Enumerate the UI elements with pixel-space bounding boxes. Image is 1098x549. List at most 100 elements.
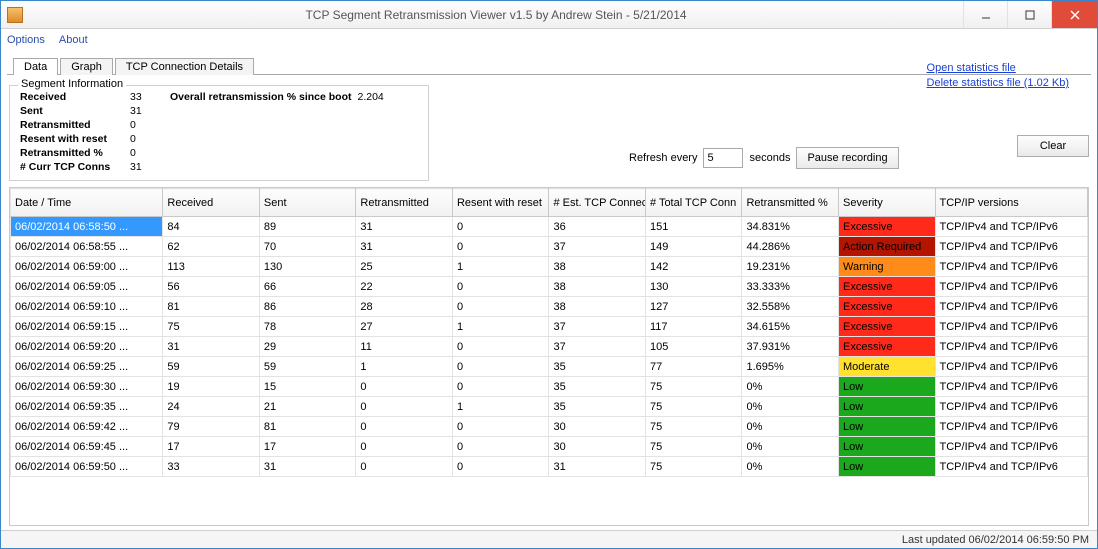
table-cell: 75 (645, 457, 742, 477)
table-cell: 0% (742, 457, 839, 477)
table-row[interactable]: 06/02/2014 06:59:45 ...17170030750%LowTC… (11, 437, 1088, 457)
table-row[interactable]: 06/02/2014 06:59:42 ...79810030750%LowTC… (11, 417, 1088, 437)
table-cell: 75 (163, 317, 260, 337)
table-cell: 0 (452, 237, 549, 257)
table-cell: 06/02/2014 06:59:50 ... (11, 457, 163, 477)
table-row[interactable]: 06/02/2014 06:59:20 ...31291103710537.93… (11, 337, 1088, 357)
curr-value: 31 (130, 160, 170, 174)
table-row[interactable]: 06/02/2014 06:59:10 ...81862803812732.55… (11, 297, 1088, 317)
table-cell: 0 (356, 437, 453, 457)
pause-recording-button[interactable]: Pause recording (796, 147, 898, 169)
table-cell: TCP/IPv4 and TCP/IPv6 (935, 317, 1087, 337)
tab-details[interactable]: TCP Connection Details (115, 58, 254, 75)
col-severity[interactable]: Severity (839, 189, 936, 217)
table-row[interactable]: 06/02/2014 06:59:35 ...24210135750%LowTC… (11, 397, 1088, 417)
titlebar: TCP Segment Retransmission Viewer v1.5 b… (1, 1, 1097, 29)
table-cell: 75 (645, 397, 742, 417)
table-cell: 33 (163, 457, 260, 477)
table-cell: 0% (742, 377, 839, 397)
menubar: Options About (1, 29, 1097, 51)
table-cell: 19 (163, 377, 260, 397)
table-cell: 19.231% (742, 257, 839, 277)
table-cell: 31 (163, 337, 260, 357)
clear-button[interactable]: Clear (1017, 135, 1089, 157)
table-cell: 1 (356, 357, 453, 377)
table-cell: Excessive (839, 277, 936, 297)
table-cell: 06/02/2014 06:59:45 ... (11, 437, 163, 457)
table-cell: 34.831% (742, 217, 839, 237)
table-cell: 0 (356, 397, 453, 417)
table-cell: 0% (742, 417, 839, 437)
sent-label: Sent (20, 104, 130, 118)
table-cell: Low (839, 397, 936, 417)
table-cell: 86 (259, 297, 356, 317)
table-cell: 0 (452, 217, 549, 237)
col-total[interactable]: # Total TCP Conn (645, 189, 742, 217)
table-cell: 35 (549, 397, 646, 417)
col-sent[interactable]: Sent (259, 189, 356, 217)
table-cell: 0 (452, 297, 549, 317)
table-cell: 89 (259, 217, 356, 237)
tab-graph[interactable]: Graph (60, 58, 113, 75)
col-versions[interactable]: TCP/IP versions (935, 189, 1087, 217)
table-cell: 0 (452, 417, 549, 437)
table-cell: 59 (163, 357, 260, 377)
table-cell: 44.286% (742, 237, 839, 257)
table-row[interactable]: 06/02/2014 06:59:15 ...75782713711734.61… (11, 317, 1088, 337)
col-received[interactable]: Received (163, 189, 260, 217)
refresh-input[interactable] (703, 148, 743, 168)
table-cell: 0% (742, 397, 839, 417)
table-row[interactable]: 06/02/2014 06:58:50 ...84893103615134.83… (11, 217, 1088, 237)
table-row[interactable]: 06/02/2014 06:59:50 ...33310031750%LowTC… (11, 457, 1088, 477)
table-cell: 36 (549, 217, 646, 237)
col-retransmitted[interactable]: Retransmitted (356, 189, 453, 217)
tab-data[interactable]: Data (13, 58, 58, 75)
table-cell: 27 (356, 317, 453, 337)
retransmitted-label: Retransmitted (20, 118, 130, 132)
col-pct[interactable]: Retransmitted % (742, 189, 839, 217)
table-cell: 75 (645, 417, 742, 437)
maximize-button[interactable] (1007, 1, 1051, 28)
table-cell: 35 (549, 357, 646, 377)
table-cell: Excessive (839, 297, 936, 317)
table-cell: Excessive (839, 317, 936, 337)
table-cell: Low (839, 437, 936, 457)
table-cell: 56 (163, 277, 260, 297)
table-row[interactable]: 06/02/2014 06:58:55 ...62703103714944.28… (11, 237, 1088, 257)
col-datetime[interactable]: Date / Time (11, 189, 163, 217)
close-button[interactable] (1051, 1, 1097, 28)
table-row[interactable]: 06/02/2014 06:59:30 ...19150035750%LowTC… (11, 377, 1088, 397)
col-resent[interactable]: Resent with reset (452, 189, 549, 217)
table-row[interactable]: 06/02/2014 06:59:25 ...59591035771.695%M… (11, 357, 1088, 377)
table-cell: Excessive (839, 217, 936, 237)
table-cell: 0 (452, 357, 549, 377)
table-cell: 62 (163, 237, 260, 257)
table-cell: 06/02/2014 06:58:55 ... (11, 237, 163, 257)
table-row[interactable]: 06/02/2014 06:59:00 ...1131302513814219.… (11, 257, 1088, 277)
links: Open statistics file Delete statistics f… (927, 75, 1079, 91)
table-cell: 28 (356, 297, 453, 317)
table-cell: 75 (645, 437, 742, 457)
table-cell: 38 (549, 257, 646, 277)
menu-about[interactable]: About (59, 34, 88, 46)
delete-stats-link[interactable]: Delete statistics file (1.02 Kb) (927, 76, 1069, 91)
overall-value: 2.204 (357, 90, 383, 104)
table-row[interactable]: 06/02/2014 06:59:05 ...56662203813033.33… (11, 277, 1088, 297)
table-cell: 1 (452, 397, 549, 417)
menu-options[interactable]: Options (7, 34, 45, 46)
table-cell: 06/02/2014 06:59:20 ... (11, 337, 163, 357)
overall-label: Overall retransmission % since boot (170, 90, 351, 104)
table-cell: 31 (549, 457, 646, 477)
table-cell: 0 (452, 457, 549, 477)
table-cell: Excessive (839, 337, 936, 357)
table-cell: Low (839, 377, 936, 397)
table-cell: TCP/IPv4 and TCP/IPv6 (935, 357, 1087, 377)
minimize-button[interactable] (963, 1, 1007, 28)
retranspct-label: Retransmitted % (20, 146, 130, 160)
col-est[interactable]: # Est. TCP Connections (549, 189, 646, 217)
table-cell: 130 (259, 257, 356, 277)
table-cell: 0 (452, 437, 549, 457)
table-cell: 06/02/2014 06:59:42 ... (11, 417, 163, 437)
table-header-row: Date / Time Received Sent Retransmitted … (11, 189, 1088, 217)
table-cell: 0 (356, 457, 453, 477)
